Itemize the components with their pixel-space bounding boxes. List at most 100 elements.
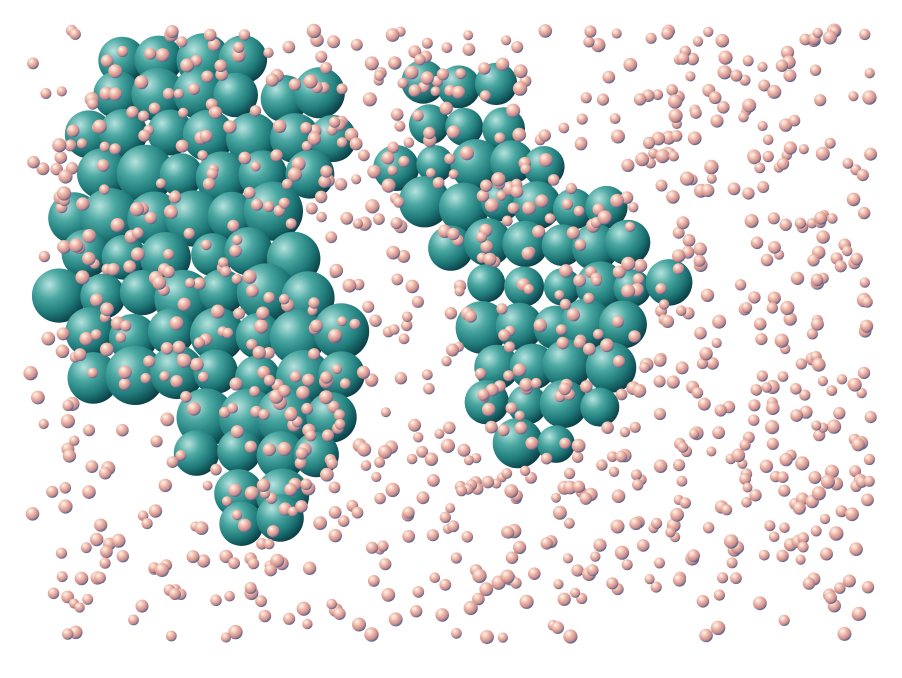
small-pink-sphere [57, 240, 71, 254]
large-teal-sphere [77, 148, 129, 200]
small-pink-sphere [56, 86, 67, 97]
small-pink-sphere [596, 93, 610, 106]
small-pink-sphere [413, 432, 424, 443]
small-pink-sphere [408, 418, 422, 432]
small-pink-sphere [228, 624, 243, 640]
small-pink-sphere [175, 139, 189, 153]
small-pink-sphere [742, 482, 753, 493]
small-pink-sphere [861, 296, 873, 308]
small-pink-sphere [624, 221, 636, 232]
small-pink-sphere [608, 466, 620, 477]
small-pink-sphere [99, 184, 110, 195]
small-pink-sphere [757, 181, 770, 193]
small-pink-sphere [263, 538, 275, 550]
small-pink-sphere [607, 451, 618, 462]
small-pink-sphere [130, 247, 145, 262]
small-pink-sphere [73, 348, 87, 362]
small-pink-sphere [761, 382, 772, 393]
small-pink-sphere [731, 448, 746, 463]
small-pink-sphere [474, 368, 487, 380]
small-pink-sphere [724, 534, 739, 549]
small-pink-sphere [334, 418, 346, 430]
small-pink-sphere [306, 23, 322, 39]
small-pink-sphere [496, 303, 508, 315]
small-pink-sphere [571, 451, 584, 463]
small-pink-sphere [566, 226, 580, 240]
large-teal-sphere [190, 307, 245, 362]
small-pink-sphere [249, 386, 260, 397]
small-pink-sphere [642, 136, 656, 149]
small-pink-sphere [808, 471, 822, 484]
small-pink-sphere [654, 557, 665, 569]
small-pink-sphere [721, 504, 733, 516]
small-pink-sphere [774, 333, 789, 348]
small-pink-sphere [176, 36, 188, 48]
small-pink-sphere [126, 106, 139, 119]
small-pink-sphere [59, 482, 72, 494]
small-pink-sphere [249, 105, 262, 117]
small-pink-sphere [397, 249, 411, 263]
small-pink-sphere [184, 277, 196, 289]
small-pink-sphere [739, 439, 751, 451]
small-pink-sphere [356, 365, 371, 379]
small-pink-sphere [779, 218, 792, 231]
small-pink-sphere [87, 98, 99, 110]
small-pink-sphere [742, 55, 754, 67]
large-teal-sphere [585, 342, 637, 393]
small-pink-sphere [231, 48, 246, 63]
small-pink-sphere [792, 501, 806, 515]
small-pink-sphere [263, 200, 275, 213]
small-pink-sphere [687, 131, 702, 146]
small-pink-sphere [452, 85, 466, 99]
small-pink-sphere [282, 40, 296, 54]
small-pink-sphere [476, 189, 490, 203]
small-pink-sphere [410, 605, 423, 618]
small-pink-sphere [200, 239, 212, 251]
small-pink-sphere [115, 332, 127, 343]
small-pink-sphere [135, 599, 149, 613]
small-pink-sphere [134, 75, 149, 90]
small-pink-sphere [748, 399, 761, 412]
large-teal-sphere [604, 219, 651, 266]
small-pink-sphere [398, 155, 410, 168]
small-pink-sphere [82, 251, 96, 266]
small-pink-sphere [820, 547, 833, 561]
large-teal-sphere [539, 379, 588, 428]
small-pink-sphere [165, 206, 178, 219]
small-pink-sphere [120, 320, 132, 332]
small-pink-sphere [427, 474, 440, 487]
small-pink-sphere [572, 480, 586, 493]
small-pink-sphere [150, 435, 163, 448]
small-pink-sphere [677, 441, 689, 453]
small-pink-sphere [512, 363, 527, 377]
small-pink-sphere [350, 38, 363, 51]
small-pink-sphere [165, 630, 177, 642]
small-pink-sphere [758, 79, 771, 92]
small-pink-sphere [365, 199, 380, 214]
small-pink-sphere [230, 425, 244, 439]
small-pink-sphere [455, 68, 467, 80]
small-pink-sphere [480, 179, 493, 192]
small-pink-sphere [262, 443, 276, 457]
small-pink-sphere [462, 43, 476, 56]
small-pink-sphere [586, 564, 599, 577]
small-pink-sphere [334, 178, 348, 191]
small-pink-sphere [287, 506, 299, 517]
small-pink-sphere [325, 231, 338, 244]
small-pink-sphere [655, 283, 667, 295]
small-pink-sphere [283, 612, 296, 625]
small-pink-sphere [555, 324, 567, 336]
small-pink-sphere [374, 492, 386, 505]
small-pink-sphere [352, 218, 363, 229]
small-pink-sphere [478, 62, 491, 75]
small-pink-sphere [666, 84, 678, 96]
small-pink-sphere [233, 307, 246, 320]
small-pink-sphere [446, 125, 461, 139]
small-pink-sphere [424, 452, 439, 466]
small-pink-sphere [337, 515, 350, 527]
small-pink-sphere [778, 614, 790, 627]
small-pink-sphere [596, 459, 608, 471]
small-pink-sphere [859, 28, 871, 41]
large-teal-sphere [173, 430, 220, 476]
small-pink-sphere [227, 219, 240, 232]
